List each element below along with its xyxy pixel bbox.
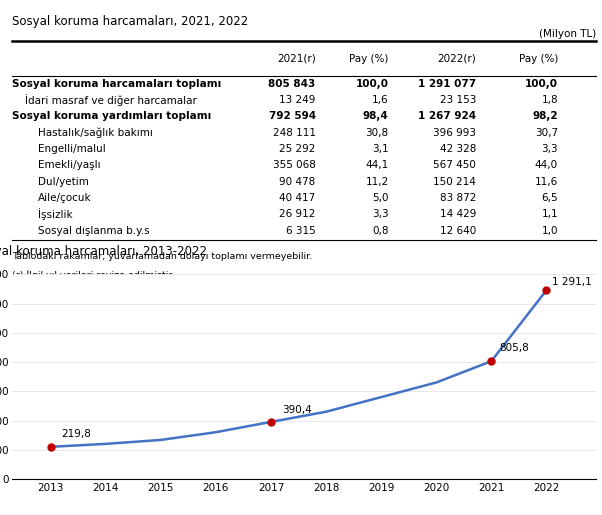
Text: Dul/yetim: Dul/yetim <box>38 177 88 186</box>
Text: (r) İlgil yıl verileri revize edilmiştir.: (r) İlgil yıl verileri revize edilmiştir… <box>12 270 175 280</box>
Text: 150 214: 150 214 <box>433 177 476 186</box>
Text: 6,5: 6,5 <box>541 193 558 203</box>
Text: 42 328: 42 328 <box>440 144 476 154</box>
Text: 6 315: 6 315 <box>286 226 315 236</box>
Text: 98,2: 98,2 <box>532 111 558 121</box>
Text: Sosyal koruma yardımları toplamı: Sosyal koruma yardımları toplamı <box>12 111 211 121</box>
Text: 30,8: 30,8 <box>365 128 389 138</box>
Text: 3,1: 3,1 <box>372 144 389 154</box>
Text: (Milyon TL): (Milyon TL) <box>539 29 596 39</box>
Text: 5,0: 5,0 <box>372 193 389 203</box>
Text: Sosyal koruma harcamaları, 2013-2022: Sosyal koruma harcamaları, 2013-2022 <box>0 245 207 258</box>
Text: 100,0: 100,0 <box>356 79 389 89</box>
Text: Tablodaki rakamlar, yuvarlamadan dolayı toplamı vermeyebilir.: Tablodaki rakamlar, yuvarlamadan dolayı … <box>12 252 312 262</box>
Text: 355 068: 355 068 <box>273 160 315 170</box>
Text: 98,4: 98,4 <box>363 111 389 121</box>
Text: Aile/çocuk: Aile/çocuk <box>38 193 92 203</box>
Text: 2022(r): 2022(r) <box>438 54 476 64</box>
Text: 100,0: 100,0 <box>525 79 558 89</box>
Text: 0,8: 0,8 <box>372 226 389 236</box>
Text: Emekli/yaşlı: Emekli/yaşlı <box>38 160 101 170</box>
Text: 805 843: 805 843 <box>268 79 315 89</box>
Text: Sosyal koruma harcamaları toplamı: Sosyal koruma harcamaları toplamı <box>12 79 222 89</box>
Text: 396 993: 396 993 <box>433 128 476 138</box>
Text: 805,8: 805,8 <box>500 343 529 353</box>
Text: 1 291,1: 1 291,1 <box>552 277 592 287</box>
Text: 12 640: 12 640 <box>440 226 476 236</box>
Text: Sosyal koruma harcamaları, 2021, 2022: Sosyal koruma harcamaları, 2021, 2022 <box>12 15 248 28</box>
Text: 13 249: 13 249 <box>279 95 315 105</box>
Text: Sosyal dışlanma b.y.s: Sosyal dışlanma b.y.s <box>38 226 149 236</box>
Text: 3,3: 3,3 <box>541 144 558 154</box>
Text: 1,8: 1,8 <box>541 95 558 105</box>
Text: 248 111: 248 111 <box>273 128 315 138</box>
Text: İşsizlik: İşsizlik <box>38 209 72 220</box>
Text: 2021(r): 2021(r) <box>277 54 315 64</box>
Text: 390,4: 390,4 <box>282 405 312 415</box>
Text: 1,0: 1,0 <box>542 226 558 236</box>
Text: 1 267 924: 1 267 924 <box>418 111 476 121</box>
Text: Engelli/malul: Engelli/malul <box>38 144 105 154</box>
Text: 30,7: 30,7 <box>535 128 558 138</box>
Text: 44,1: 44,1 <box>365 160 389 170</box>
Text: 3,3: 3,3 <box>372 209 389 219</box>
Text: 1,6: 1,6 <box>372 95 389 105</box>
Text: 14 429: 14 429 <box>440 209 476 219</box>
Text: 90 478: 90 478 <box>279 177 315 186</box>
Text: 40 417: 40 417 <box>279 193 315 203</box>
Text: 792 594: 792 594 <box>268 111 315 121</box>
Text: 23 153: 23 153 <box>440 95 476 105</box>
Text: 219,8: 219,8 <box>61 429 92 439</box>
Text: 1,1: 1,1 <box>541 209 558 219</box>
Text: 1 291 077: 1 291 077 <box>418 79 476 89</box>
Text: Pay (%): Pay (%) <box>349 54 389 64</box>
Text: Hastalık/sağlık bakımı: Hastalık/sağlık bakımı <box>38 127 153 138</box>
Text: 83 872: 83 872 <box>440 193 476 203</box>
Text: İdari masraf ve diğer harcamalar: İdari masraf ve diğer harcamalar <box>25 94 197 106</box>
Text: 26 912: 26 912 <box>279 209 315 219</box>
Text: 11,2: 11,2 <box>365 177 389 186</box>
Text: 44,0: 44,0 <box>535 160 558 170</box>
Text: 25 292: 25 292 <box>279 144 315 154</box>
Text: 11,6: 11,6 <box>535 177 558 186</box>
Text: Pay (%): Pay (%) <box>519 54 558 64</box>
Text: 567 450: 567 450 <box>433 160 476 170</box>
